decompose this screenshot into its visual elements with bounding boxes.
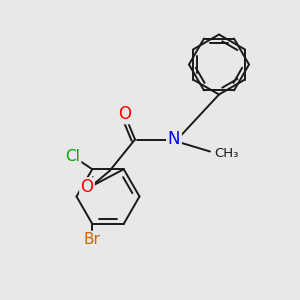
- Text: O: O: [80, 178, 94, 196]
- Text: N: N: [168, 130, 180, 148]
- Text: CH₃: CH₃: [214, 146, 239, 160]
- Text: Br: Br: [84, 232, 101, 247]
- Text: O: O: [118, 105, 131, 123]
- Text: Cl: Cl: [65, 149, 80, 164]
